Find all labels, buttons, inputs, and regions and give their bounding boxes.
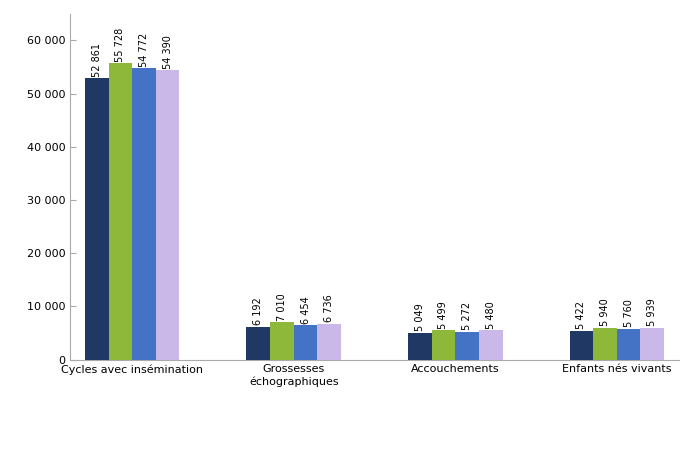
Bar (270, 322, 294, 360)
Bar (246, 327, 270, 360)
Bar (617, 329, 641, 360)
Bar (132, 68, 156, 360)
Bar (479, 331, 503, 360)
Bar (593, 328, 617, 360)
Text: 5 940: 5 940 (600, 299, 610, 326)
Text: 5 049: 5 049 (415, 303, 425, 331)
Text: 5 939: 5 939 (648, 299, 657, 326)
Bar (432, 331, 455, 360)
Bar (640, 328, 664, 360)
Bar (408, 333, 432, 360)
Text: 7 010: 7 010 (277, 293, 287, 321)
Text: 6 454: 6 454 (300, 296, 311, 324)
Bar (156, 70, 179, 360)
Text: 54 772: 54 772 (139, 32, 149, 67)
Text: 5 480: 5 480 (486, 301, 496, 329)
Text: 6 192: 6 192 (253, 297, 263, 325)
Bar (108, 63, 132, 360)
Text: 5 499: 5 499 (438, 301, 449, 329)
Text: 6 736: 6 736 (324, 295, 334, 322)
Bar (317, 324, 341, 360)
Bar (570, 331, 593, 360)
Text: 5 422: 5 422 (576, 301, 587, 329)
Text: 5 272: 5 272 (462, 302, 472, 330)
Text: 52 861: 52 861 (92, 43, 102, 77)
Text: 54 390: 54 390 (162, 35, 173, 69)
Text: 5 760: 5 760 (624, 300, 634, 327)
Bar (294, 325, 317, 360)
Text: 55 728: 55 728 (116, 27, 125, 62)
Bar (85, 78, 108, 360)
Bar (455, 331, 479, 360)
